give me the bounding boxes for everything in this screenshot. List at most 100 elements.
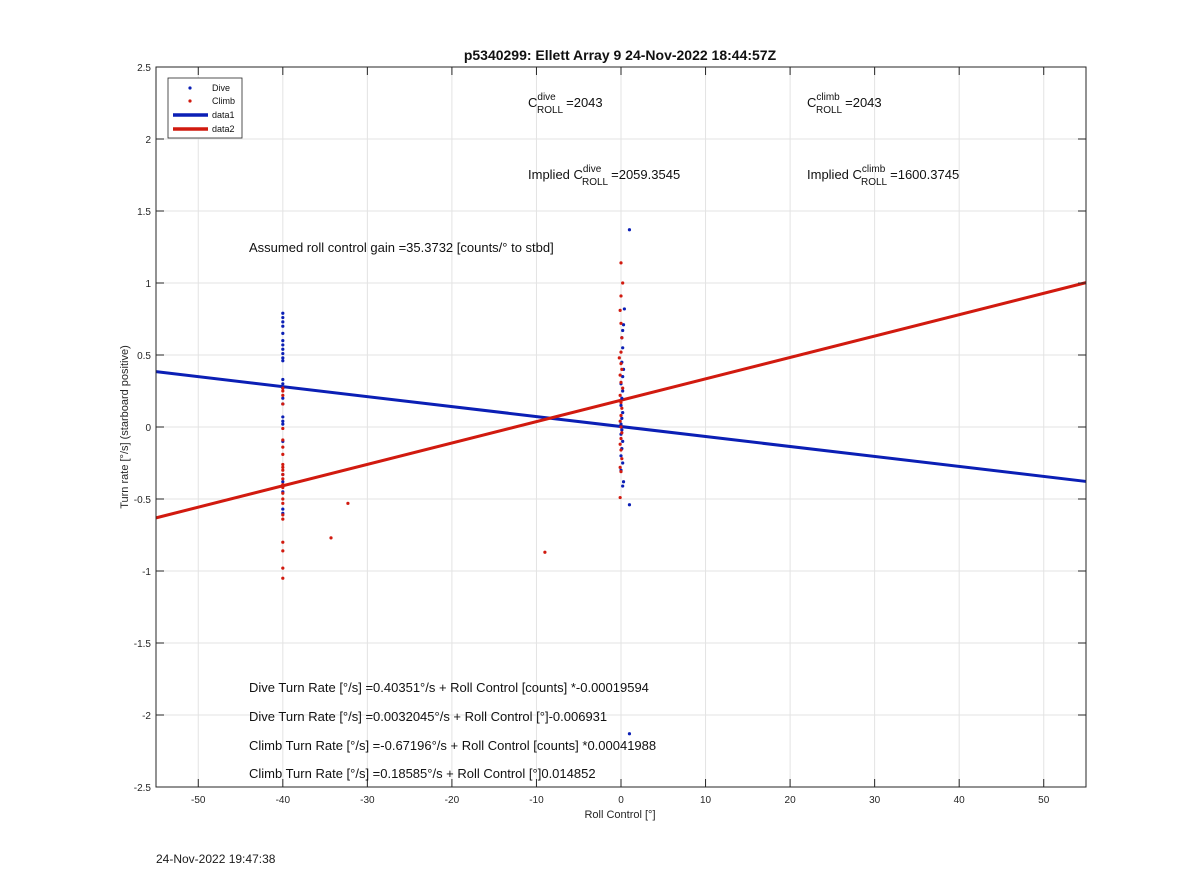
series-dive-point [621, 484, 625, 488]
x-tick-label: -10 [529, 795, 544, 806]
series-dive-point [619, 422, 623, 426]
legend-climb-marker [188, 99, 192, 103]
series-climb-point [618, 465, 622, 469]
series-climb-point [620, 336, 624, 340]
series-climb-point [619, 321, 623, 325]
series-dive-point [621, 328, 625, 333]
x-tick-label: -50 [191, 795, 206, 806]
series-climb-point [619, 362, 623, 366]
series-dive-point [621, 346, 625, 350]
series-climb-point [618, 419, 622, 423]
series-climb-point [618, 373, 622, 377]
series-dive-point [622, 307, 626, 311]
data-points [281, 228, 632, 736]
series-climb-point [620, 406, 624, 410]
series-dive-point [281, 382, 285, 386]
series-dive-point [621, 439, 625, 443]
series-climb-point [281, 445, 285, 449]
series-climb-point [346, 501, 350, 505]
chart-title: p5340299: Ellett Array 9 24-Nov-2022 18:… [464, 47, 777, 63]
y-tick-label: -2.5 [134, 783, 152, 794]
climb-equation-degrees: Climb Turn Rate [°/s] =0.18585°/s + Roll… [249, 766, 596, 781]
x-tick-label: 50 [1038, 795, 1050, 806]
legend-data2-label: data2 [212, 124, 235, 134]
series-climb-point [618, 495, 622, 500]
series-data2-line [155, 281, 1087, 520]
series-climb-point [281, 501, 285, 505]
series-climb-point [281, 549, 285, 553]
x-tick-label: -20 [445, 795, 460, 806]
series-dive-point [281, 422, 285, 426]
series-climb-point [618, 442, 622, 446]
series-climb-point [281, 477, 285, 481]
series-climb-point [619, 380, 623, 384]
series-dive-point [281, 343, 285, 347]
series-climb-point [281, 402, 285, 406]
footer-timestamp: 24-Nov-2022 19:47:38 [156, 852, 276, 866]
y-axis-label: Turn rate [°/s] (starboard positive) [119, 345, 131, 509]
series-climb-point [281, 517, 285, 521]
series-dive-point [620, 416, 624, 420]
series-dive-point [621, 389, 625, 393]
legend: Dive Climb data1 data2 [167, 77, 243, 139]
roll-gain-annotation: Assumed roll control gain =35.3732 [coun… [249, 240, 554, 255]
x-tick-label: 30 [869, 795, 881, 806]
series-climb-point [620, 367, 624, 371]
x-tick-label: 40 [954, 795, 966, 806]
x-axis-label: Roll Control [°] [584, 809, 655, 821]
series-climb-point [281, 438, 285, 442]
series-climb-point [620, 431, 624, 435]
series-climb-point [281, 393, 285, 397]
series-climb-point [281, 468, 285, 472]
series-climb-point [281, 462, 285, 467]
series-dive-point [281, 315, 285, 320]
series-climb-point [281, 513, 285, 517]
x-tick-label: -30 [360, 795, 375, 806]
series-climb-point [329, 536, 333, 540]
series-climb-point [281, 472, 285, 477]
y-tick-label: 0 [145, 423, 151, 434]
series-climb-point [618, 393, 622, 397]
series-dive-point [281, 480, 285, 484]
y-tick-label: 0.5 [137, 351, 151, 362]
series-dive-point [281, 320, 285, 324]
series-dive-point [620, 428, 624, 432]
series-climb-point [281, 389, 285, 393]
series-dive-point [281, 396, 285, 400]
series-dive-point [281, 311, 285, 315]
series-dive-point [281, 347, 285, 351]
series-dive-point [621, 461, 625, 465]
series-dive-point [281, 356, 285, 360]
series-climb-point [619, 261, 623, 265]
y-tick-label: -0.5 [134, 495, 152, 506]
series-climb-point [620, 457, 624, 461]
series-climb-point [281, 497, 285, 501]
series-climb-point [619, 400, 623, 405]
series-dive-point [620, 396, 624, 400]
y-tick-label: 2.5 [137, 63, 151, 74]
series-climb-point [617, 356, 621, 360]
series-dive-point [621, 375, 625, 379]
y-tick-label: 2 [145, 135, 151, 146]
series-climb-point [281, 483, 285, 487]
series-dive-point [281, 359, 285, 363]
series-dive-point [281, 415, 285, 419]
y-tick-label: -1.5 [134, 639, 152, 650]
legend-dive-label: Dive [212, 83, 230, 93]
series-dive-point [627, 732, 632, 736]
series-dive-point [627, 228, 632, 232]
dive-equation-degrees: Dive Turn Rate [°/s] =0.0032045°/s + Rol… [249, 709, 607, 724]
series-dive-point [621, 323, 626, 327]
implied-c-roll-dive-annotation: Implied Cdive ROLL=2059.3545 [528, 164, 680, 188]
series-climb-point [281, 576, 285, 580]
legend-dive-marker [188, 86, 192, 90]
y-tick-label: 1.5 [137, 207, 151, 218]
series-dive-point [619, 403, 623, 407]
implied-c-roll-climb-annotation: Implied Cclimb ROLL=1600.3745 [807, 164, 959, 188]
dive-equation-counts: Dive Turn Rate [°/s] =0.40351°/s + Roll … [249, 680, 649, 695]
series-dive-point [281, 351, 285, 356]
y-tick-label: 1 [145, 279, 151, 290]
x-tick-label: -40 [276, 795, 291, 806]
c-roll-climb-annotation: Cclimb ROLL=2043 [807, 92, 882, 116]
